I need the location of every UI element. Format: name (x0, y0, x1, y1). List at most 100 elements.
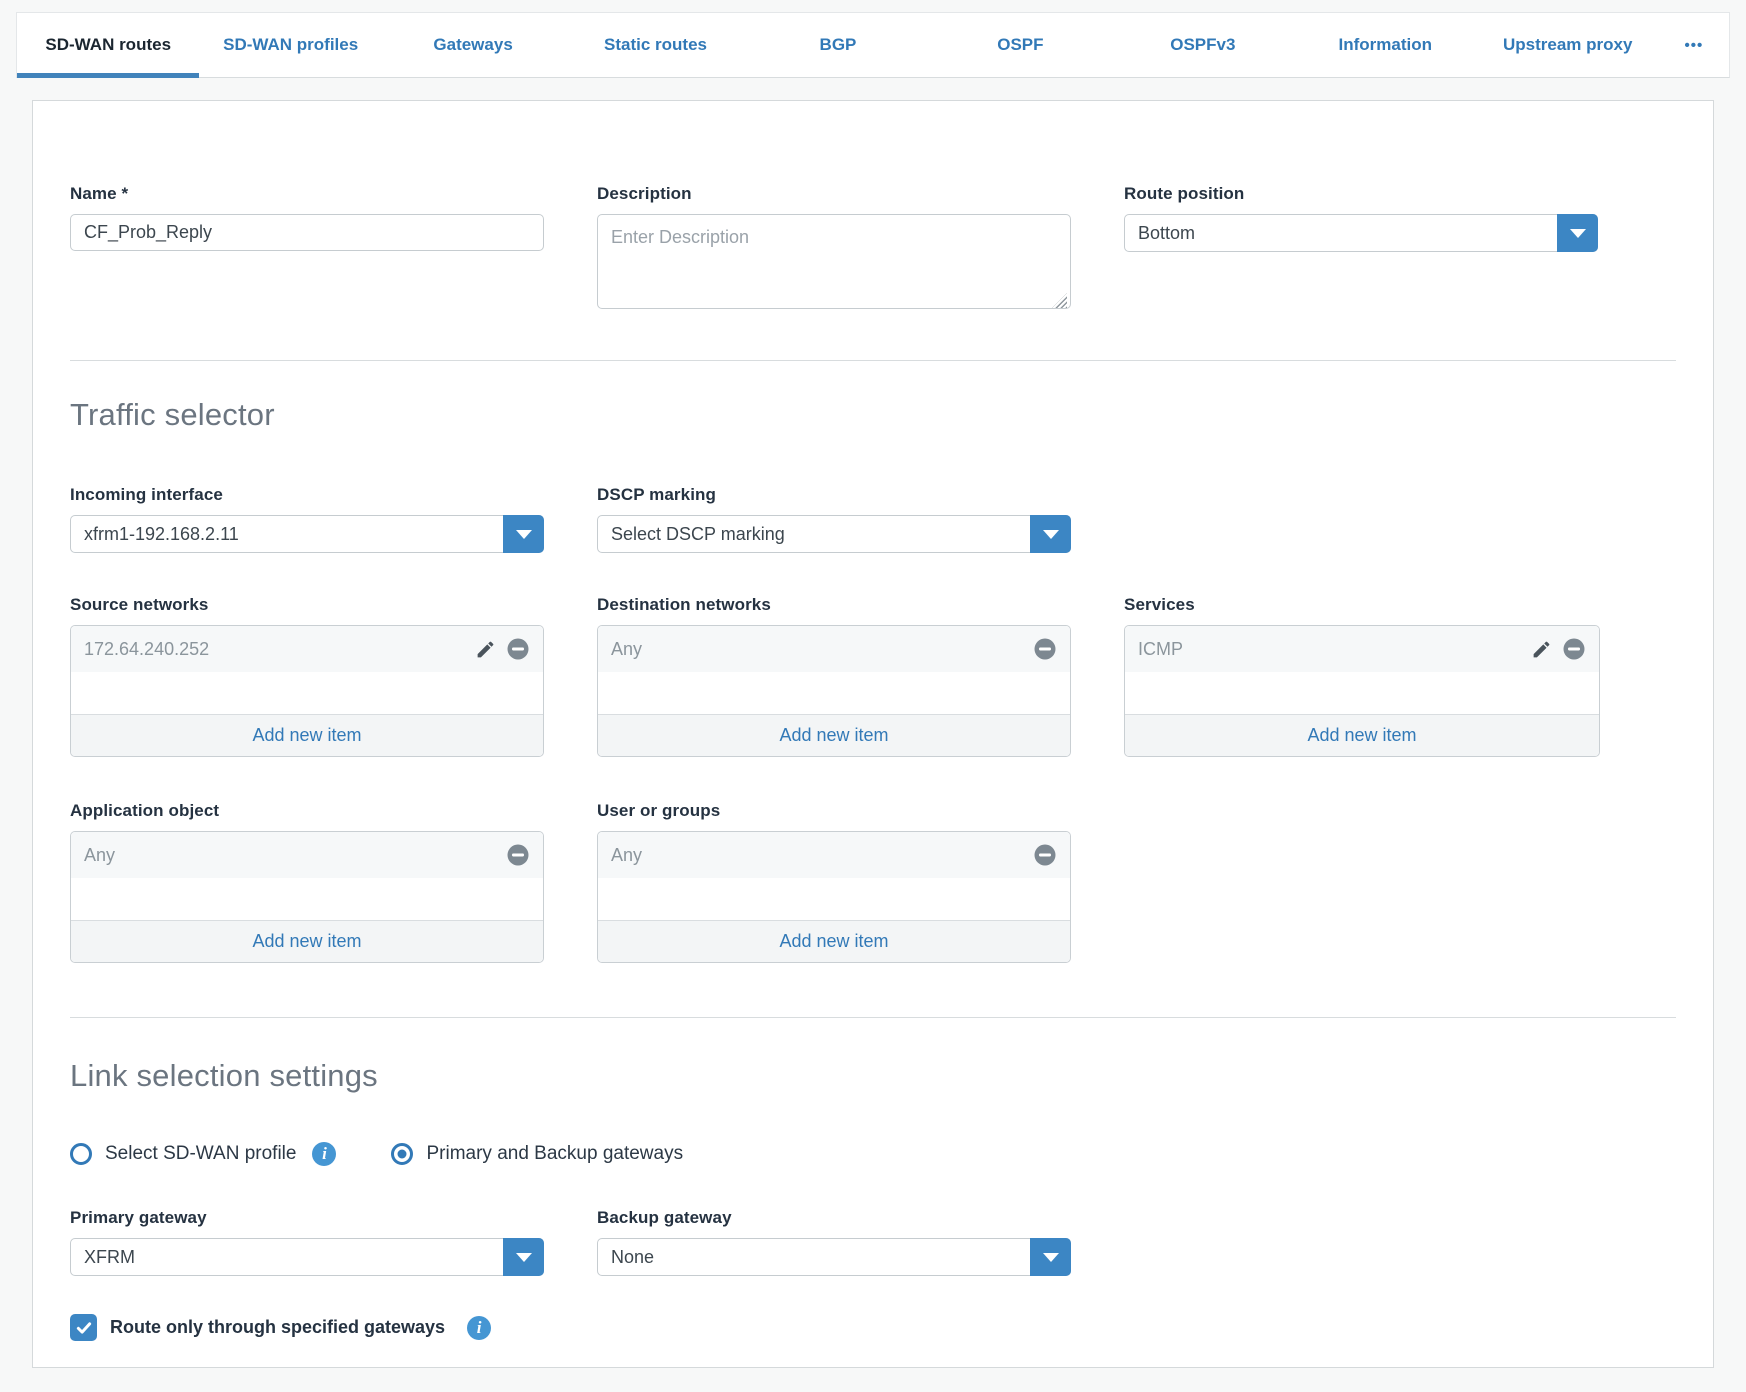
link-selection-radio-row: Select SD-WAN profile i Primary and Back… (70, 1142, 1676, 1166)
destination-networks-label: Destination networks (597, 595, 771, 614)
primary-gateway-group: Primary gateway XFRM (70, 1208, 544, 1276)
incoming-interface-field-group: Incoming interface xfrm1-192.168.2.11 (70, 485, 544, 553)
name-label: Name * (70, 184, 129, 203)
route-only-label: Route only through specified gateways (110, 1317, 446, 1337)
user-or-groups-add-button[interactable]: Add new item (598, 920, 1070, 962)
remove-minus-icon[interactable] (1033, 637, 1057, 661)
destination-network-value: Any (611, 638, 643, 659)
checkbox-checked-icon[interactable] (70, 1314, 97, 1341)
backup-gateway-value: None (611, 1246, 655, 1267)
application-object-value: Any (84, 844, 116, 865)
destination-networks-group: Destination networks Any Add new item (597, 595, 1071, 757)
info-icon[interactable]: i (467, 1315, 492, 1340)
user-or-groups-listbox: Any Add new item (597, 831, 1071, 963)
route-only-checkbox-row: Route only through specified gateways i (70, 1314, 1676, 1341)
general-settings-row: Name * Description Route position Bottom (70, 184, 1676, 314)
chevron-down-icon (1042, 1252, 1059, 1262)
tab-bgp[interactable]: BGP (819, 35, 857, 54)
services-group: Services ICMP Add new item (1124, 595, 1600, 757)
services-label: Services (1124, 595, 1195, 614)
dscp-marking-select[interactable]: Select DSCP marking (597, 515, 1071, 553)
dscp-marking-value: Select DSCP marking (611, 523, 785, 544)
tabs-overflow-menu-icon[interactable]: ••• (1684, 36, 1704, 54)
traffic-selector-heading: Traffic selector (70, 397, 275, 432)
route-position-value: Bottom (1138, 222, 1196, 243)
radio-sdwan-profile-label: Select SD-WAN profile (105, 1143, 297, 1164)
dscp-field-group: DSCP marking Select DSCP marking (597, 485, 1071, 553)
services-add-button[interactable]: Add new item (1125, 714, 1599, 756)
chevron-down-icon (1042, 529, 1059, 539)
services-listbox: ICMP Add new item (1124, 625, 1600, 757)
info-icon[interactable]: i (312, 1142, 337, 1166)
section-divider (70, 360, 1676, 361)
radio-primary-backup-gateways[interactable]: Primary and Backup gateways (391, 1143, 683, 1165)
primary-gateway-select[interactable]: XFRM (70, 1238, 544, 1276)
source-networks-add-button[interactable]: Add new item (71, 714, 543, 756)
application-object-listbox: Any Add new item (70, 831, 544, 963)
description-field-group: Description (597, 184, 1071, 314)
dscp-marking-dropdown-button[interactable] (1030, 515, 1071, 553)
primary-gateway-value: XFRM (84, 1246, 135, 1267)
list-item: Any (598, 832, 1070, 878)
user-or-groups-value: Any (611, 844, 643, 865)
edit-pencil-icon[interactable] (1529, 637, 1553, 661)
user-or-groups-label: User or groups (597, 801, 721, 820)
backup-gateway-dropdown-button[interactable] (1030, 1238, 1071, 1276)
gateways-row: Primary gateway XFRM Backup gateway None (70, 1208, 1676, 1276)
backup-gateway-label: Backup gateway (597, 1208, 732, 1227)
incoming-interface-label: Incoming interface (70, 485, 223, 504)
radio-select-sdwan-profile[interactable]: Select SD-WAN profile (70, 1143, 296, 1165)
backup-gateway-group: Backup gateway None (597, 1208, 1071, 1276)
edit-pencil-icon[interactable] (473, 637, 497, 661)
route-position-dropdown-button[interactable] (1557, 214, 1598, 252)
user-or-groups-group: User or groups Any Add new item (597, 801, 1071, 963)
route-position-select[interactable]: Bottom (1124, 214, 1598, 252)
primary-gateway-dropdown-button[interactable] (503, 1238, 544, 1276)
name-field-group: Name * (70, 184, 544, 314)
application-object-label: Application object (70, 801, 220, 820)
tab-upstream-proxy[interactable]: Upstream proxy (1503, 35, 1633, 54)
name-input[interactable] (70, 214, 544, 251)
chevron-down-icon (1569, 228, 1586, 238)
radio-unselected-icon[interactable] (70, 1143, 92, 1165)
source-networks-listbox: 172.64.240.252 Add new item (70, 625, 544, 757)
source-networks-label: Source networks (70, 595, 209, 614)
tab-gateways[interactable]: Gateways (433, 35, 513, 54)
tab-information[interactable]: Information (1338, 35, 1433, 54)
tab-ospf[interactable]: OSPF (997, 35, 1044, 54)
tab-static-routes[interactable]: Static routes (604, 35, 708, 54)
list-item: Any (598, 626, 1070, 672)
source-networks-group: Source networks 172.64.240.252 Add new i… (70, 595, 544, 757)
primary-gateway-label: Primary gateway (70, 1208, 207, 1227)
chevron-down-icon (515, 529, 532, 539)
list-item: 172.64.240.252 (71, 626, 543, 672)
sdwan-route-form-card: Name * Description Route position Bottom… (32, 100, 1714, 1368)
application-object-group: Application object Any Add new item (70, 801, 544, 963)
incoming-interface-dropdown-button[interactable] (503, 515, 544, 553)
link-selection-heading: Link selection settings (70, 1058, 378, 1093)
remove-minus-icon[interactable] (506, 637, 530, 661)
incoming-interface-select[interactable]: xfrm1-192.168.2.11 (70, 515, 544, 553)
tab-sdwan-routes[interactable]: SD-WAN routes (17, 13, 200, 78)
description-textarea[interactable] (597, 214, 1071, 309)
routing-tab-bar: SD-WAN routes SD-WAN profiles Gateways S… (16, 12, 1730, 78)
destination-networks-listbox: Any Add new item (597, 625, 1071, 757)
networks-services-row: Source networks 172.64.240.252 Add new i… (70, 595, 1676, 757)
description-label: Description (597, 184, 692, 203)
route-position-field-group: Route position Bottom (1124, 184, 1598, 314)
remove-minus-icon[interactable] (1562, 637, 1586, 661)
list-item: Any (71, 832, 543, 878)
radio-selected-icon[interactable] (391, 1143, 414, 1165)
section-divider (70, 1017, 1676, 1018)
backup-gateway-select[interactable]: None (597, 1238, 1071, 1276)
remove-minus-icon[interactable] (1033, 843, 1057, 867)
tab-ospfv3[interactable]: OSPFv3 (1170, 35, 1236, 54)
route-position-label: Route position (1124, 184, 1245, 203)
application-object-add-button[interactable]: Add new item (71, 920, 543, 962)
tab-sdwan-profiles[interactable]: SD-WAN profiles (223, 35, 359, 54)
chevron-down-icon (515, 1252, 532, 1262)
interface-dscp-row: Incoming interface xfrm1-192.168.2.11 DS… (70, 485, 1676, 553)
remove-minus-icon[interactable] (506, 843, 530, 867)
service-value: ICMP (1138, 638, 1183, 659)
destination-networks-add-button[interactable]: Add new item (598, 714, 1070, 756)
